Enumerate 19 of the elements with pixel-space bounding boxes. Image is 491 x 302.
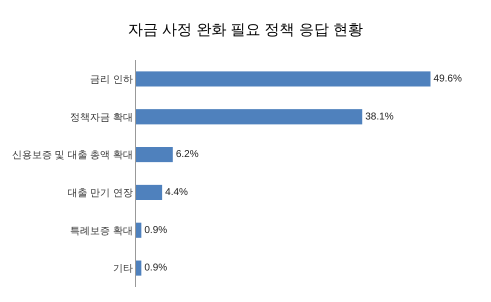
data-label: 4.4%	[165, 186, 188, 198]
data-label: 6.2%	[176, 149, 199, 160]
bar	[136, 260, 142, 276]
bar	[136, 71, 430, 86]
y-tick-label: 신용보증 및 대출 총액 확대	[12, 150, 133, 162]
bar	[136, 109, 362, 124]
data-label: 38.1%	[365, 111, 394, 122]
bar	[136, 222, 142, 238]
data-label: 0.9%	[144, 262, 168, 274]
y-tick-label: 정책자금 확대	[70, 112, 133, 124]
bar	[136, 184, 162, 200]
y-tick-label: 금리 인하	[90, 74, 133, 86]
chart-title: 자금 사정 완화 필요 정책 응답 현황	[128, 22, 364, 39]
data-label: 0.9%	[144, 224, 168, 236]
data-label: 49.6%	[434, 73, 462, 84]
y-tick-label: 대출 만기 연장	[67, 188, 133, 199]
y-tick-label: 특례보증 확대	[70, 226, 133, 237]
y-tick-label: 기타	[113, 264, 133, 275]
bar	[136, 147, 173, 162]
